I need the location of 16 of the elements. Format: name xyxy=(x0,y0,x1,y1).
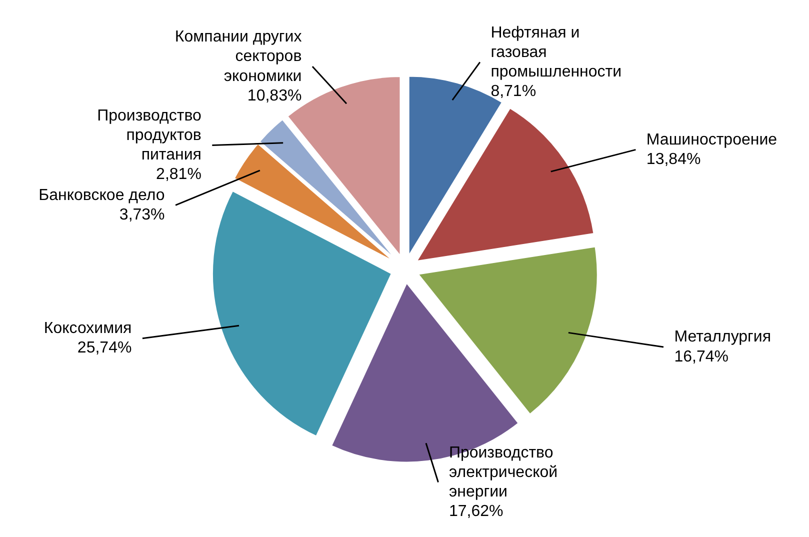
slice-label: Коксохимия xyxy=(44,320,132,338)
data-label: 16,74% xyxy=(674,348,728,366)
data-label: 8,71% xyxy=(490,83,536,100)
slice-label: Нефтяная и газовая промышленности xyxy=(490,24,622,80)
slice-label: Банковское дело xyxy=(38,186,165,204)
data-label: 13,84% xyxy=(646,150,701,168)
data-label: 25,74% xyxy=(77,340,132,357)
slice-label: Производство электрической энергии xyxy=(448,444,558,501)
slice-label: Производство продуктов питания xyxy=(97,107,202,164)
data-label: 10,83% xyxy=(247,87,302,104)
data-label: 3,73% xyxy=(119,206,165,224)
slice-label: Металлургия xyxy=(674,328,771,346)
slice-label: Машиностроение xyxy=(646,131,778,148)
slice-label: Компании других секторов экономики xyxy=(174,28,302,85)
data-label: 2,81% xyxy=(156,166,202,184)
data-label: 17,62% xyxy=(448,503,504,520)
